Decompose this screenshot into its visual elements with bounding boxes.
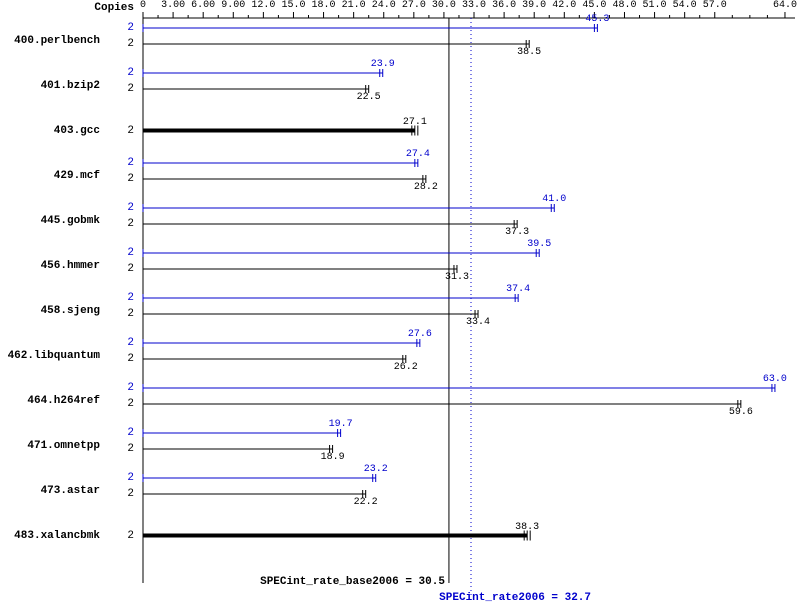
x-tick-label: 33.0 [462, 0, 486, 11]
benchmark-name: 400.perlbench [0, 35, 100, 47]
benchmark-name: 483.xalancbmk [0, 530, 100, 542]
copies-peak-value: 2 [114, 292, 134, 304]
x-tick-label: 0 [140, 0, 146, 11]
copies-peak-value: 2 [114, 202, 134, 214]
base-value-label: 22.2 [354, 497, 378, 508]
benchmark-name: 471.omnetpp [0, 440, 100, 452]
x-tick-label: 12.0 [251, 0, 275, 11]
base-value-label: 33.4 [466, 317, 490, 328]
base-value-label: 37.3 [505, 227, 529, 238]
peak-value-label: 37.4 [506, 284, 530, 295]
copies-base-value: 2 [114, 125, 134, 137]
x-tick-label: 9.00 [221, 0, 245, 11]
x-tick-label: 3.00 [161, 0, 185, 11]
copies-header: Copies [90, 2, 134, 14]
x-tick-label: 24.0 [372, 0, 396, 11]
x-tick-label: 6.00 [191, 0, 215, 11]
copies-peak-value: 2 [114, 247, 134, 259]
peak-value-label: 23.9 [371, 59, 395, 70]
base-value-label: 22.5 [357, 92, 381, 103]
copies-peak-value: 2 [114, 472, 134, 484]
peak-value-label: 23.2 [364, 464, 388, 475]
x-tick-label: 27.0 [402, 0, 426, 11]
base-value-label: 26.2 [394, 362, 418, 373]
benchmark-name: 403.gcc [0, 125, 100, 137]
base-value-label: 38.5 [517, 47, 541, 58]
benchmark-name: 462.libquantum [0, 350, 100, 362]
copies-base-value: 2 [114, 530, 134, 542]
x-tick-label: 48.0 [612, 0, 636, 11]
base-value-label: 18.9 [321, 452, 345, 463]
copies-peak-value: 2 [114, 427, 134, 439]
peak-value-label: 27.4 [406, 149, 430, 160]
copies-base-value: 2 [114, 173, 134, 185]
benchmark-name: 429.mcf [0, 170, 100, 182]
x-tick-label: 30.0 [432, 0, 456, 11]
summary-peak-label: SPECint_rate2006 = 32.7 [0, 592, 591, 604]
copies-base-value: 2 [114, 443, 134, 455]
x-tick-label: 18.0 [312, 0, 336, 11]
base-value-label: 27.1 [403, 117, 427, 128]
x-tick-label: 21.0 [342, 0, 366, 11]
copies-peak-value: 2 [114, 382, 134, 394]
peak-value-label: 45.3 [585, 14, 609, 25]
x-tick-label: 42.0 [552, 0, 576, 11]
copies-base-value: 2 [114, 263, 134, 275]
x-tick-label: 51.0 [643, 0, 667, 11]
x-tick-label: 54.0 [673, 0, 697, 11]
base-value-label: 38.3 [515, 522, 539, 533]
copies-peak-value: 2 [114, 67, 134, 79]
x-tick-label: 15.0 [281, 0, 305, 11]
copies-base-value: 2 [114, 353, 134, 365]
copies-base-value: 2 [114, 398, 134, 410]
x-tick-label: 36.0 [492, 0, 516, 11]
benchmark-name: 401.bzip2 [0, 80, 100, 92]
copies-peak-value: 2 [114, 22, 134, 34]
summary-base-label: SPECint_rate_base2006 = 30.5 [0, 576, 445, 588]
copies-base-value: 2 [114, 308, 134, 320]
benchmark-name: 458.sjeng [0, 305, 100, 317]
copies-base-value: 2 [114, 218, 134, 230]
copies-base-value: 2 [114, 83, 134, 95]
peak-value-label: 39.5 [527, 239, 551, 250]
base-value-label: 59.6 [729, 407, 753, 418]
peak-value-label: 27.6 [408, 329, 432, 340]
copies-peak-value: 2 [114, 337, 134, 349]
x-tick-label: 57.0 [703, 0, 727, 11]
x-tick-label: 64.0 [773, 0, 797, 11]
x-tick-label: 39.0 [522, 0, 546, 11]
benchmark-name: 456.hmmer [0, 260, 100, 272]
benchmark-name: 445.gobmk [0, 215, 100, 227]
x-tick-label: 45.0 [582, 0, 606, 11]
benchmark-name: 464.h264ref [0, 395, 100, 407]
spec-benchmark-chart: 0 3.00 6.00 9.00 12.0 15.0 18.0 21.0 24.0 27.0 30.… [0, 0, 799, 606]
base-value-label: 31.3 [445, 272, 469, 283]
copies-base-value: 2 [114, 488, 134, 500]
copies-peak-value: 2 [114, 157, 134, 169]
benchmark-name: 473.astar [0, 485, 100, 497]
base-value-label: 28.2 [414, 182, 438, 193]
peak-value-label: 63.0 [763, 374, 787, 385]
peak-value-label: 41.0 [542, 194, 566, 205]
copies-base-value: 2 [114, 38, 134, 50]
peak-value-label: 19.7 [329, 419, 353, 430]
